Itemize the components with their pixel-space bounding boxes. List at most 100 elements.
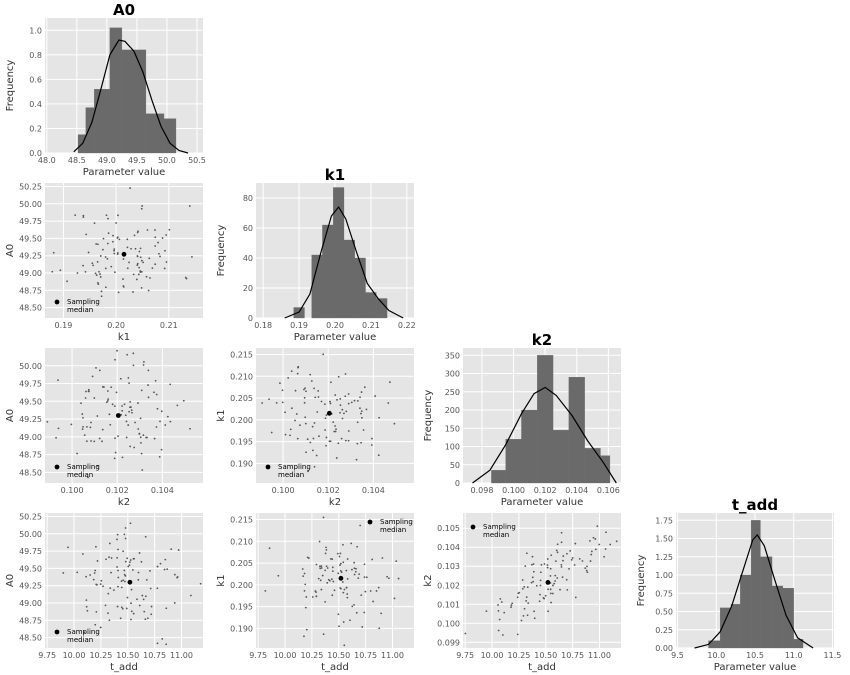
sample-point xyxy=(107,398,110,401)
sample-point xyxy=(138,552,141,554)
sample-point xyxy=(585,569,588,572)
sample-point xyxy=(339,569,342,572)
x-tick-label: 0.098 xyxy=(471,486,494,495)
sample-point xyxy=(82,425,84,428)
sample-points xyxy=(62,522,202,646)
sample-point xyxy=(341,581,344,583)
sample-point xyxy=(279,382,281,385)
sample-point xyxy=(598,543,601,546)
sample-point xyxy=(105,214,108,217)
sample-point xyxy=(497,604,499,606)
sample-point xyxy=(96,281,99,284)
sample-point xyxy=(139,271,142,274)
sample-point xyxy=(130,610,133,613)
sample-point xyxy=(325,565,328,568)
y-tick-label: 1.0 xyxy=(29,26,42,35)
sample-point xyxy=(169,420,172,423)
sample-point xyxy=(113,271,116,274)
x-tick-label: 10.50 xyxy=(327,651,350,660)
sample-point xyxy=(157,241,160,244)
sample-point xyxy=(331,558,334,561)
sample-point xyxy=(83,434,86,437)
sample-point xyxy=(264,590,267,592)
legend-label-line1: Sampling xyxy=(67,628,100,636)
sample-point xyxy=(320,565,323,567)
sample-point xyxy=(559,588,561,591)
sample-point xyxy=(338,625,340,628)
sample-point xyxy=(94,272,97,275)
sample-point xyxy=(605,531,607,534)
sample-point xyxy=(149,277,151,279)
sample-point xyxy=(355,611,358,614)
sample-point xyxy=(115,391,118,394)
sample-point xyxy=(118,238,121,241)
sample-point xyxy=(525,596,528,599)
histogram-k2: 0.098 0.100 0.102 0.104 0.106 0 50 100 150 200 250… xyxy=(423,331,621,508)
sample-point xyxy=(524,565,527,568)
sample-point xyxy=(98,270,100,273)
sample-point xyxy=(57,379,59,382)
histogram-bar xyxy=(163,118,177,154)
x-axis-label: t_add xyxy=(110,662,138,673)
sample-point xyxy=(303,572,306,575)
sample-point xyxy=(555,549,558,552)
sample-point xyxy=(500,601,503,603)
sample-point xyxy=(188,205,191,207)
sample-point xyxy=(123,573,126,576)
sample-point xyxy=(87,251,90,254)
sample-point xyxy=(590,553,593,556)
sample-point xyxy=(324,552,327,555)
sample-point xyxy=(359,396,361,399)
legend-label-line1: Sampling xyxy=(483,523,516,531)
sample-point xyxy=(569,550,572,552)
sample-point xyxy=(393,422,396,425)
y-tick-label: 0.215 xyxy=(230,351,253,360)
x-tick-label: 0.106 xyxy=(597,486,620,495)
sample-point xyxy=(96,583,98,586)
median-point xyxy=(338,575,344,581)
legend-label-line1: Sampling xyxy=(67,298,100,306)
sample-point xyxy=(353,561,356,564)
sample-point xyxy=(380,612,383,615)
sample-point xyxy=(318,435,320,438)
sample-point xyxy=(340,437,343,440)
y-tick-label: 200 xyxy=(445,406,460,415)
sample-point xyxy=(132,291,134,293)
sample-point xyxy=(358,573,361,576)
histogram-bar xyxy=(109,27,123,154)
y-axis-label: A0 xyxy=(5,409,16,422)
sample-point xyxy=(100,579,103,582)
y-tick-label: 0.190 xyxy=(230,624,253,633)
sample-point xyxy=(110,265,113,268)
sample-point xyxy=(315,454,318,457)
sample-point xyxy=(82,214,85,217)
sample-point xyxy=(525,552,528,555)
sample-point xyxy=(311,449,314,452)
sample-point xyxy=(581,560,584,562)
y-tick-label: 0.210 xyxy=(230,372,253,381)
sample-point xyxy=(590,550,593,553)
sample-point xyxy=(302,575,305,578)
sample-point xyxy=(159,420,161,423)
sample-point xyxy=(147,289,150,292)
sample-point xyxy=(137,571,140,574)
sample-point xyxy=(526,614,529,617)
sample-point xyxy=(289,428,292,431)
sample-points xyxy=(46,349,191,479)
y-tick-label: 48.75 xyxy=(19,286,42,295)
sample-point xyxy=(122,278,124,280)
sample-point xyxy=(560,541,563,544)
sample-point xyxy=(113,405,116,408)
sample-point xyxy=(332,580,335,583)
sample-point xyxy=(148,257,151,260)
sample-point xyxy=(589,560,592,562)
sample-point xyxy=(261,402,264,404)
sample-point xyxy=(549,567,552,570)
sample-point xyxy=(132,352,135,355)
sample-point xyxy=(511,602,514,605)
sample-point xyxy=(339,587,342,590)
sample-point xyxy=(134,421,136,424)
y-tick-label: 1.00 xyxy=(655,571,673,580)
sample-point xyxy=(116,253,119,256)
